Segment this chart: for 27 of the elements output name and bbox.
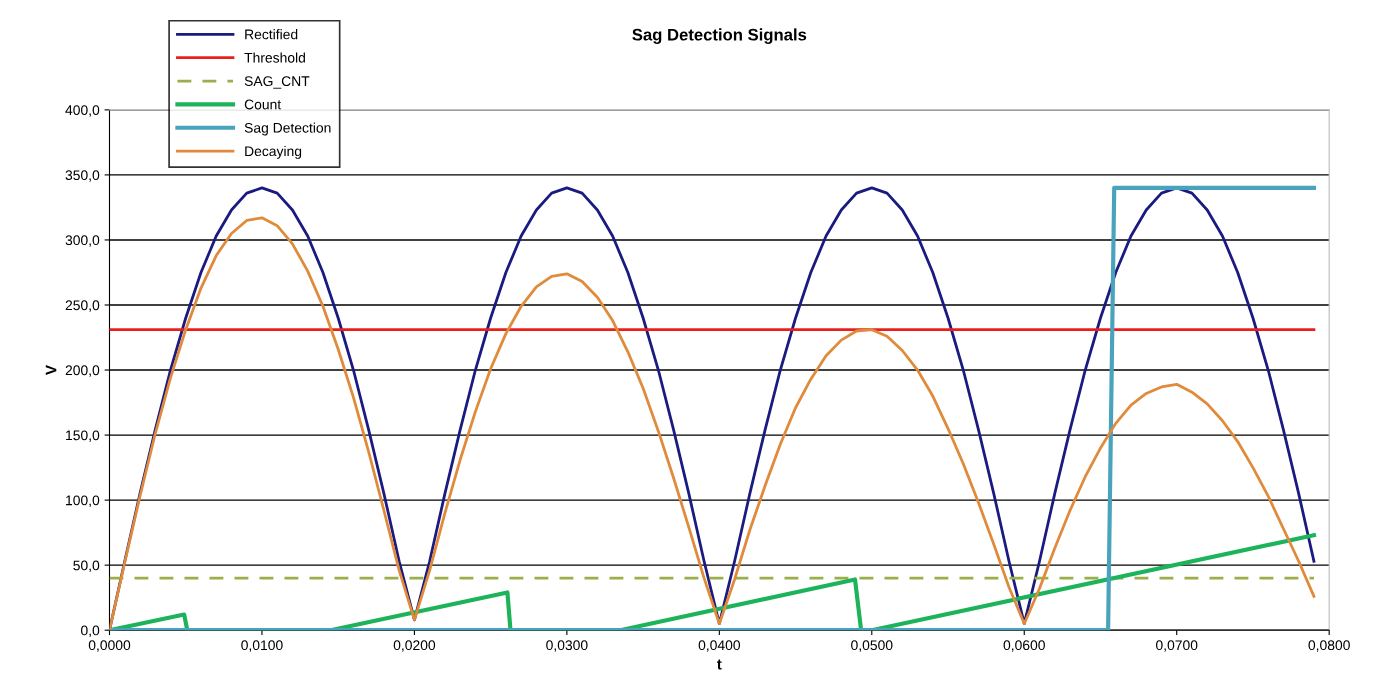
x-tick-label: 0,0700 [1156,640,1198,652]
y-tick-label: 100,0 [66,495,100,507]
y-tick-label: 200,0 [65,365,100,377]
x-tick-label: 0,0300 [546,640,588,652]
legend-label: Rectified [245,29,298,40]
y-tick-label: 300,0 [65,235,100,247]
x-tick-label: 0,0100 [241,640,283,652]
x-tick-label: 0,0500 [851,640,893,652]
legend-label: SAG_CNT [244,76,310,89]
x-tick-label: 0,0400 [698,640,741,652]
y-tick-label: 50,0 [73,560,100,572]
y-tick-label: 0,0 [81,625,100,637]
x-tick-label: 0,0000 [88,640,131,652]
x-axis-title: t [716,659,722,670]
y-tick-label: 350,0 [65,170,100,182]
x-tick-label: 0,0600 [1003,640,1045,652]
y-tick-label: 250,0 [65,300,100,312]
y-tick-label: 400,0 [65,105,100,117]
legend-label: Threshold [244,52,305,63]
chart-title: Sag Detection Signals [632,28,807,44]
legend-label: Sag Detection [244,122,331,136]
x-tick-label: 0,0200 [393,640,436,652]
legend-label: Decaying [245,145,302,159]
legend-label: Count [244,99,282,110]
x-tick-label: 0,0800 [1308,640,1350,652]
y-axis-title: V [45,365,57,376]
y-tick-label: 150,0 [66,430,100,442]
